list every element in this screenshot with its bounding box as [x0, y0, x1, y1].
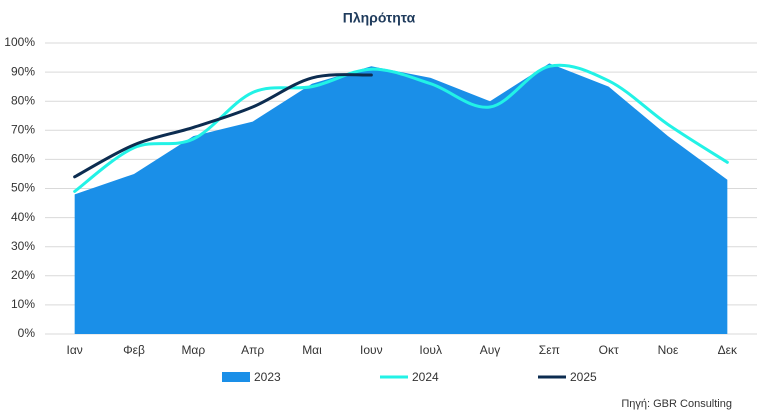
x-tick-label: Δεκ	[718, 343, 738, 357]
legend-label: 2025	[570, 370, 597, 384]
y-tick-label: 100%	[4, 35, 35, 49]
x-tick-label: Νοε	[658, 343, 679, 357]
legend-label: 2024	[412, 370, 439, 384]
line	[73, 73, 373, 179]
legend-swatch	[222, 372, 250, 382]
x-tick-label: Ιουν	[360, 343, 383, 357]
y-tick-label: 80%	[11, 93, 35, 107]
y-tick-label: 90%	[11, 64, 35, 78]
y-tick-label: 40%	[11, 210, 35, 224]
chart-title: Πληρότητα	[343, 10, 416, 26]
y-tick-label: 10%	[11, 297, 35, 311]
x-tick-label: Απρ	[241, 343, 264, 357]
x-tick-label: Ιαν	[67, 343, 83, 357]
y-tick-label: 0%	[18, 326, 36, 340]
x-tick-label: Μαρ	[181, 343, 205, 357]
x-tick-label: Οκτ	[599, 343, 619, 357]
y-tick-label: 20%	[11, 268, 35, 282]
x-tick-label: Αυγ	[480, 343, 501, 357]
y-tick-label: 70%	[11, 122, 35, 136]
y-tick-label: 50%	[11, 181, 35, 195]
y-tick-label: 60%	[11, 152, 35, 166]
x-tick-label: Ιουλ	[419, 343, 442, 357]
legend-label: 2023	[254, 370, 281, 384]
line	[73, 63, 729, 193]
x-tick-label: Σεπ	[539, 343, 560, 357]
x-tick-label: Μαι	[302, 343, 322, 357]
x-tick-label: Φεβ	[123, 343, 145, 357]
area	[74, 63, 728, 335]
y-tick-label: 30%	[11, 239, 35, 253]
source: Πηγή: GBR Consulting	[621, 398, 732, 410]
